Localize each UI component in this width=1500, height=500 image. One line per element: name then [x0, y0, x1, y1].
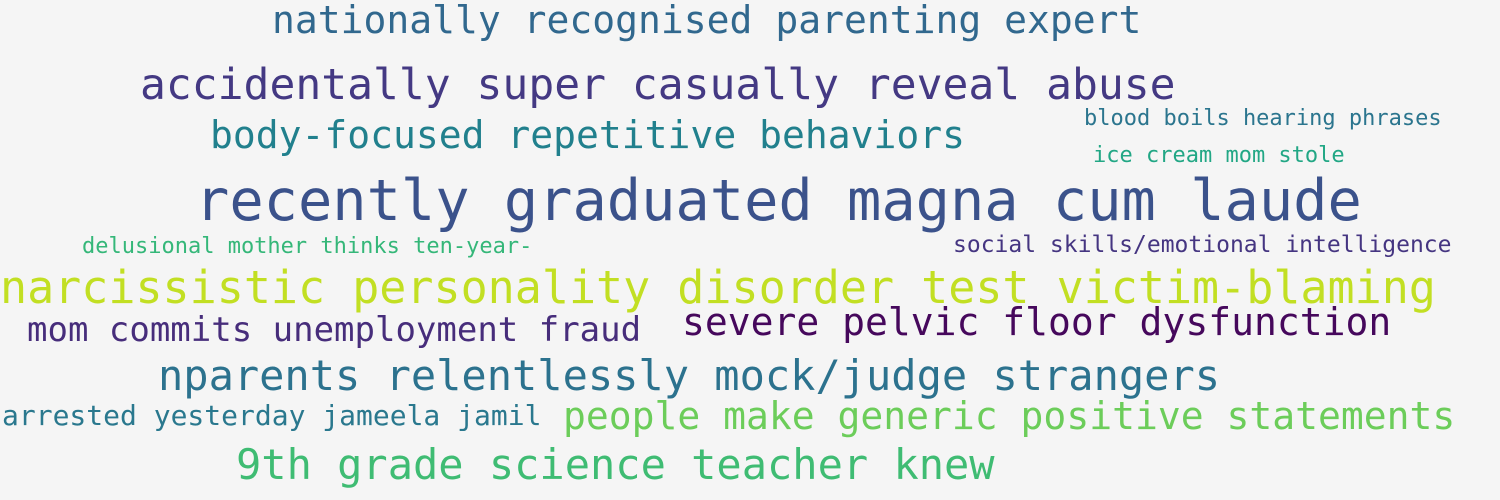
phrase-mom-commits-unemployment-fraud: mom commits unemployment fraud [27, 310, 642, 350]
phrase-social-skills-emotional-intelligence: social skills/emotional intelligence [953, 232, 1452, 258]
phrase-people-make-generic-positive-statements: people make generic positive statements [563, 394, 1456, 438]
phrase-nationally-recognised-parenting-expert: nationally recognised parenting expert [272, 0, 1142, 42]
phrase-delusional-mother-thinks-ten-year: delusional mother thinks ten-year- [82, 234, 533, 259]
phrase-severe-pelvic-floor-dysfunction: severe pelvic floor dysfunction [682, 300, 1392, 344]
phrase-ice-cream-mom-stole: ice cream mom stole [1093, 143, 1345, 168]
phrase-arrested-yesterday-jameela-jamil: arrested yesterday jameela jamil [2, 399, 542, 432]
phrase-body-focused-repetitive-behaviors: body-focused repetitive behaviors [210, 113, 965, 157]
phrase-recently-graduated-magna-cum-laude: recently graduated magna cum laude [195, 168, 1362, 234]
phrase-narcissistic-personality-disorder-test-victim-blaming: narcissistic personality disorder test v… [0, 261, 1436, 314]
phrase-accidentally-super-casually-reveal-abuse: accidentally super casually reveal abuse [140, 60, 1176, 110]
phrase-9th-grade-science-teacher-knew: 9th grade science teacher knew [236, 440, 995, 489]
phrase-nparents-relentlessly-mock-judge-strangers: nparents relentlessly mock/judge strange… [158, 351, 1221, 400]
phrase-blood-boils-hearing-phrases: blood boils hearing phrases [1084, 106, 1442, 131]
